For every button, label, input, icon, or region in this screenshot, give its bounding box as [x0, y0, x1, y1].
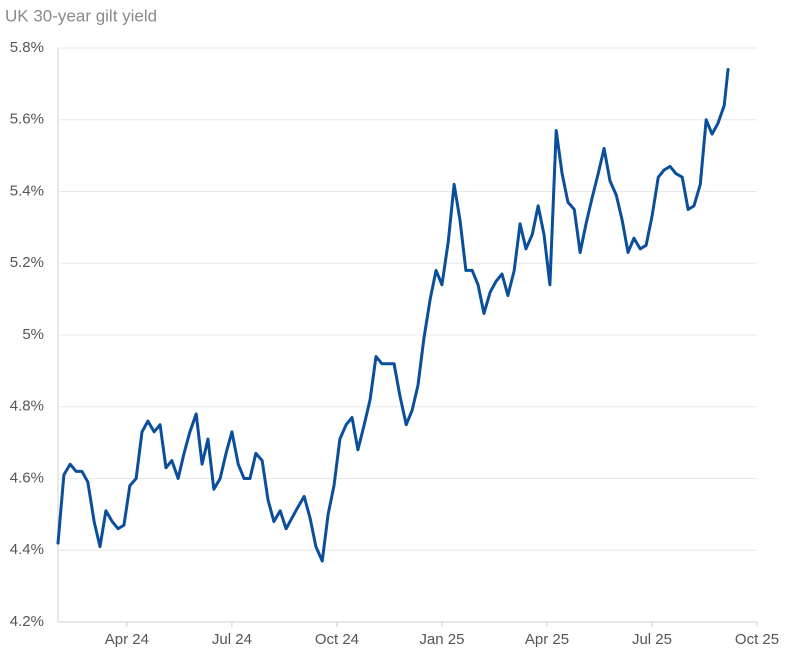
x-tick-label: Oct 24: [315, 631, 359, 648]
y-tick-label: 5.2%: [10, 254, 44, 271]
x-tick-label: Jan 25: [419, 631, 464, 648]
y-tick-label: 5.6%: [10, 111, 44, 128]
x-tick-label: Apr 24: [105, 631, 149, 648]
x-tick-label: Jul 24: [212, 631, 252, 648]
x-tick-label: Oct 25: [735, 631, 779, 648]
line-series: [56, 68, 730, 563]
chart-title: UK 30-year gilt yield: [5, 6, 157, 25]
y-tick-label: 4.6%: [10, 469, 44, 486]
y-tick-label: 4.2%: [10, 613, 44, 630]
y-tick-label: 4.8%: [10, 398, 44, 415]
x-tick-label: Apr 25: [525, 631, 569, 648]
y-tick-label: 5.4%: [10, 182, 44, 199]
y-tick-label: 5%: [22, 326, 44, 343]
y-tick-label: 5.8%: [10, 39, 44, 56]
x-tick-label: Jul 25: [632, 631, 672, 648]
y-tick-label: 4.4%: [10, 541, 44, 558]
